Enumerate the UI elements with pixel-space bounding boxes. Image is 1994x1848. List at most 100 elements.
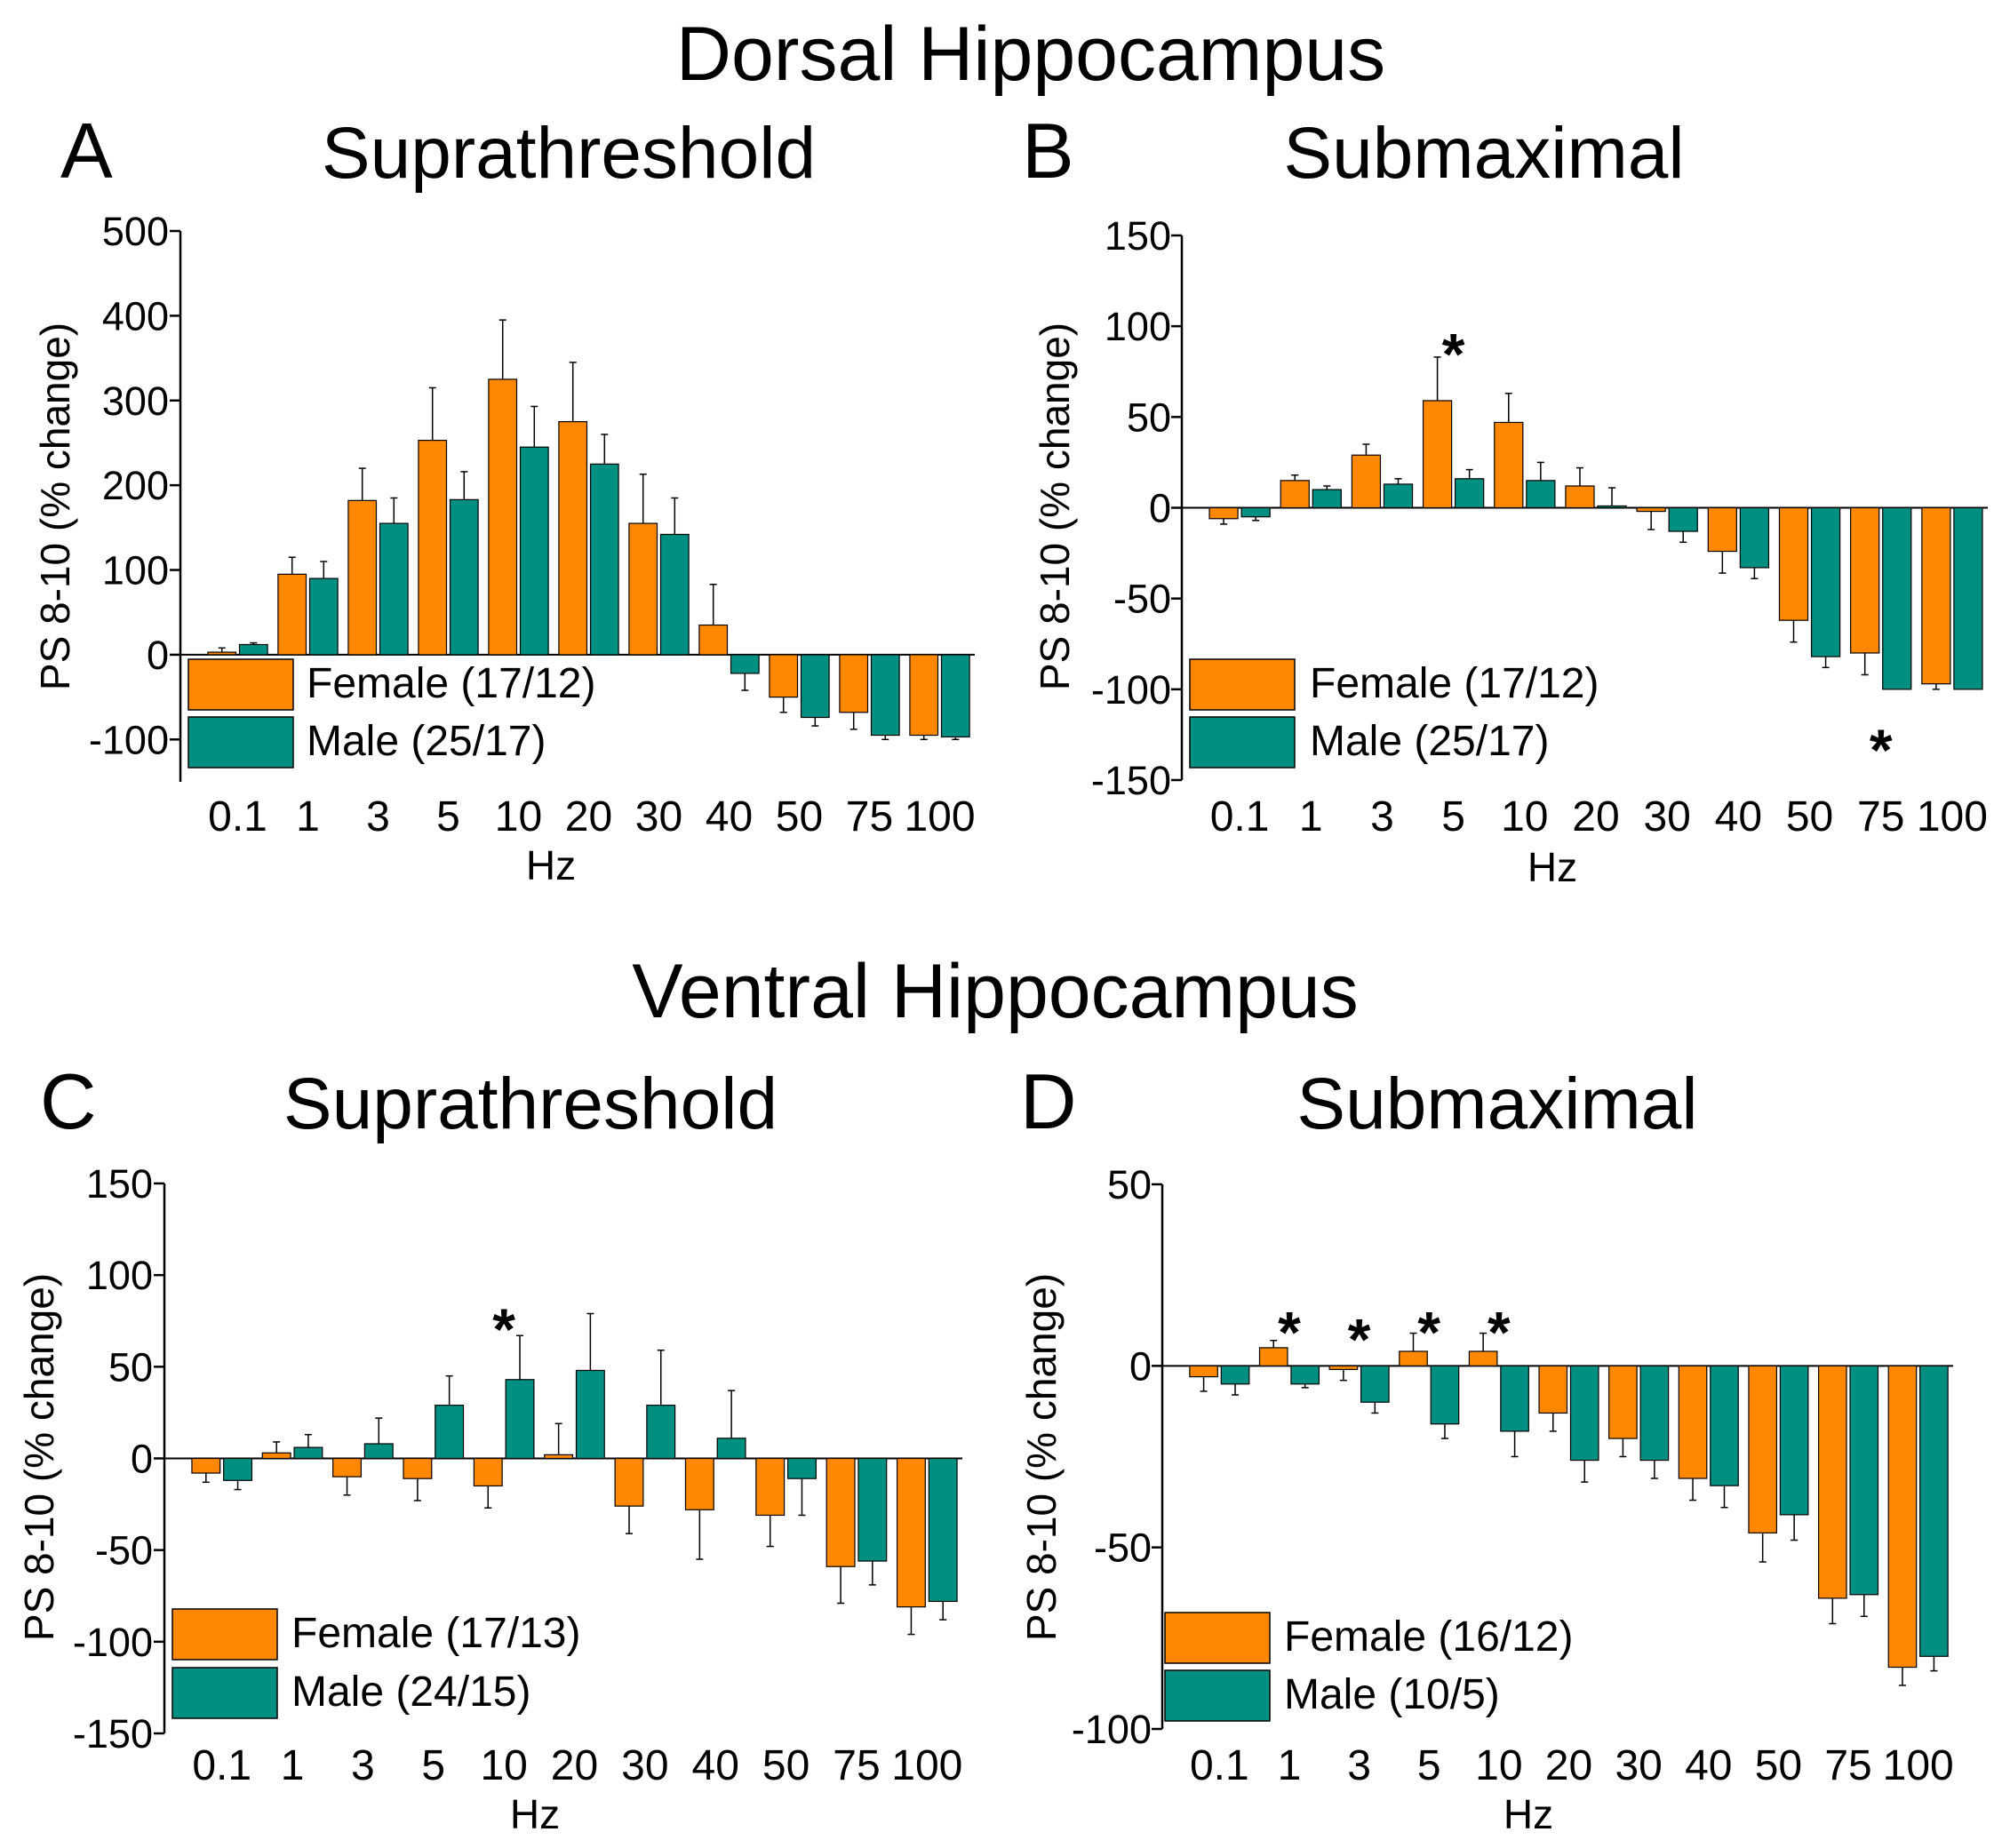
x-tick-label: 20 (1572, 793, 1619, 840)
bar-female (403, 1457, 433, 1479)
bar-female (1887, 1365, 1918, 1669)
bar-male (1430, 1365, 1460, 1425)
bar-male (1360, 1365, 1390, 1403)
y-tick-label: 400 (102, 293, 169, 339)
bar-female (191, 1457, 221, 1474)
significance-star: * (1348, 1307, 1371, 1373)
y-tick-label: 150 (86, 1161, 153, 1207)
x-tick-label: 30 (635, 793, 682, 840)
bar-female (544, 1454, 574, 1460)
bar-female (473, 1457, 503, 1487)
y-tick-label: -150 (73, 1711, 153, 1756)
bar-male (716, 1438, 746, 1460)
bar-male (786, 1457, 817, 1479)
x-tick-label: 10 (480, 1742, 527, 1789)
legend-label-female: Female (16/12) (1284, 1613, 1573, 1661)
y-tick-label: 50 (1107, 1162, 1152, 1207)
bar-male (1526, 480, 1556, 509)
x-tick-label: 75 (833, 1742, 880, 1789)
y-tick-label: -50 (1113, 577, 1171, 622)
bar-female (207, 651, 237, 656)
y-axis-label: PS 8-10 (% change) (16, 1273, 62, 1641)
bar-female (614, 1457, 644, 1507)
x-tick-label: 20 (565, 793, 612, 840)
significance-star: * (1442, 322, 1465, 387)
x-tick-label: 1 (281, 1742, 305, 1789)
significance-star: * (1417, 1299, 1440, 1365)
bar-female (1538, 1365, 1568, 1414)
x-tick-label: 5 (1441, 793, 1465, 840)
x-axis-label: Hz (510, 1791, 560, 1837)
significance-star: * (492, 1296, 515, 1362)
bar-male (1849, 1365, 1879, 1596)
legend-swatch-male (187, 716, 294, 769)
bar-female (1208, 506, 1239, 520)
x-tick-label: 5 (436, 793, 460, 840)
significance-star: * (1870, 717, 1893, 783)
x-tick-label: 10 (1501, 793, 1548, 840)
bar-male (928, 1457, 958, 1603)
y-tick-label: 50 (108, 1344, 153, 1390)
y-tick-label: 500 (102, 209, 169, 254)
bar-male (449, 498, 479, 656)
y-tick-label: 100 (1105, 304, 1171, 349)
x-tick-label: 75 (1824, 1742, 1871, 1789)
bar-female (755, 1457, 786, 1517)
bar-female (1494, 421, 1524, 509)
bar-male (435, 1405, 465, 1460)
section-title-dorsal: Dorsal Hippocampus (676, 12, 1385, 97)
x-tick-label: 50 (1755, 1742, 1802, 1789)
legend-swatch-male (1189, 716, 1296, 769)
panel-letter: C (40, 1057, 97, 1145)
bar-female (1422, 400, 1453, 509)
y-tick-label: 0 (147, 633, 169, 678)
x-axis-label: Hz (526, 842, 576, 888)
bar-male (1220, 1365, 1250, 1385)
bar-female (1921, 506, 1951, 685)
legend-label-male: Male (25/17) (307, 718, 546, 765)
legend-label-female: Female (17/13) (291, 1610, 580, 1657)
legend-swatch-male (171, 1667, 278, 1719)
x-tick-label: 5 (1417, 1742, 1441, 1789)
bar-female (839, 654, 869, 713)
bar-female (1636, 506, 1666, 513)
bar-female (277, 573, 307, 656)
bar-female (1565, 485, 1595, 509)
bar-female (1748, 1365, 1778, 1533)
x-tick-label: 3 (1370, 793, 1394, 840)
legend-swatch-female (1164, 1612, 1271, 1664)
bar-male (575, 1369, 605, 1460)
significance-star: * (1278, 1299, 1301, 1365)
bar-female (558, 421, 588, 656)
y-tick-label: 100 (102, 548, 169, 593)
bar-male (940, 654, 970, 738)
bar-female (418, 440, 448, 656)
x-tick-label: 10 (495, 793, 542, 840)
bar-male (223, 1457, 253, 1481)
panel-title: Submaximal (1296, 1063, 1697, 1144)
y-axis-label: PS 8-10 (% change) (32, 323, 78, 690)
legend-label-female: Female (17/12) (307, 660, 595, 707)
panel-title: Suprathreshold (322, 113, 816, 194)
x-tick-label: 30 (621, 1742, 668, 1789)
x-tick-label: 10 (1475, 1742, 1522, 1789)
bar-male (1597, 505, 1627, 509)
x-tick-label: 50 (1786, 793, 1833, 840)
y-tick-label: 0 (1149, 486, 1171, 531)
x-tick-label: 20 (1545, 1742, 1592, 1789)
x-tick-label: 100 (1917, 793, 1988, 840)
y-axis-label: PS 8-10 (% change) (1018, 1273, 1065, 1641)
bar-male (857, 1457, 888, 1562)
bar-female (488, 378, 518, 656)
bar-male (1240, 506, 1271, 518)
legend-label-female: Female (17/12) (1310, 660, 1599, 707)
bar-male (1312, 489, 1342, 509)
significance-star: * (1488, 1299, 1511, 1365)
bar-female (1280, 480, 1310, 509)
bar-male (238, 643, 268, 656)
bar-male (1919, 1365, 1949, 1657)
bar-male (363, 1443, 394, 1460)
y-tick-label: -100 (73, 1620, 153, 1665)
